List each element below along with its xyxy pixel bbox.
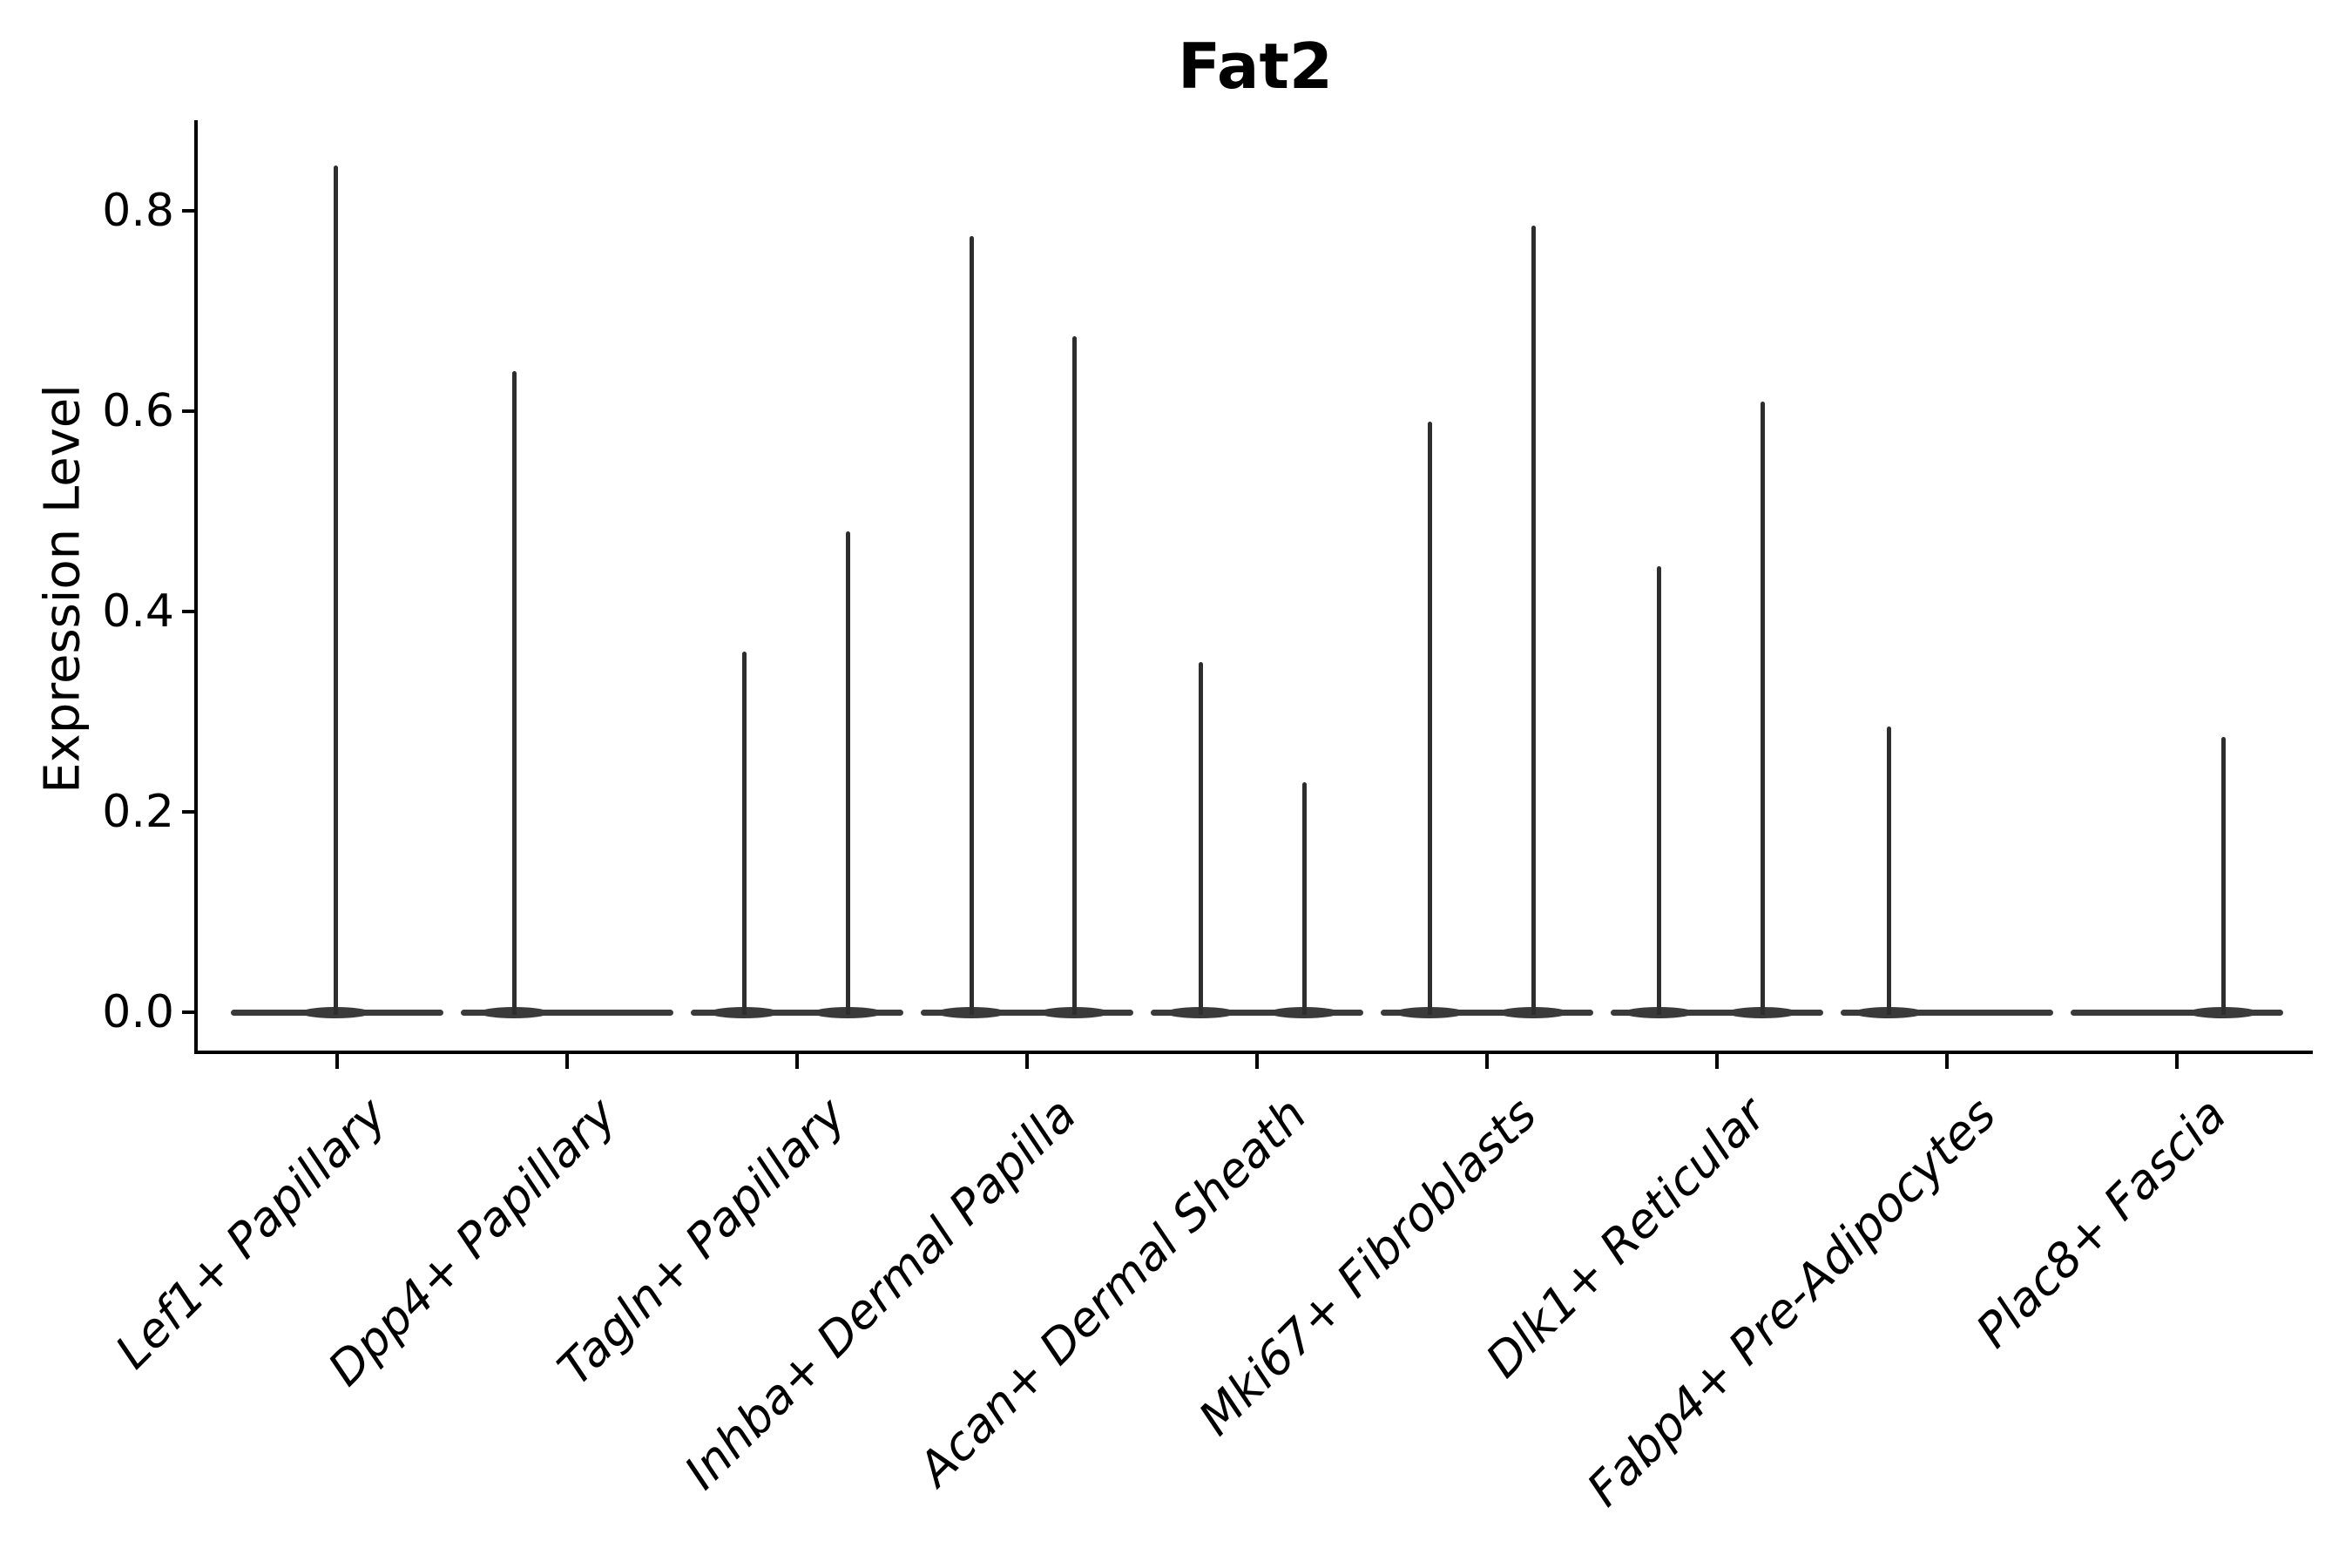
x-tick-label: Fabp4+ Pre-Adipocytes xyxy=(1577,1086,2007,1517)
x-tick-mark xyxy=(1485,1054,1489,1069)
violin-spike xyxy=(741,652,747,1015)
x-tick-label: Plac8+ Fascia xyxy=(1965,1086,2237,1359)
violin-body xyxy=(1381,1010,1593,1016)
y-tick-mark xyxy=(182,610,197,613)
violin-spike xyxy=(2220,737,2226,1015)
y-tick-mark xyxy=(182,1010,197,1014)
plot-title: Fat2 xyxy=(1177,30,1334,103)
x-tick-mark xyxy=(1945,1054,1949,1069)
violin-spike xyxy=(1886,727,1891,1015)
x-tick-mark xyxy=(335,1054,339,1069)
x-tick-mark xyxy=(795,1054,799,1069)
y-tick-label: 0.2 xyxy=(102,786,174,838)
y-tick-label: 0.8 xyxy=(102,185,174,237)
violin-spike xyxy=(969,236,974,1015)
y-tick-label: 0.4 xyxy=(102,585,174,638)
violin-spike xyxy=(1071,336,1077,1015)
violin-body xyxy=(1611,1010,1823,1016)
violin-spike xyxy=(1427,422,1432,1015)
violin-spike xyxy=(511,371,517,1015)
violin-spike xyxy=(1198,662,1203,1015)
x-tick-mark xyxy=(2175,1054,2179,1069)
x-tick-mark xyxy=(1025,1054,1029,1069)
violin-body xyxy=(691,1010,903,1016)
violin-body xyxy=(2071,1010,2283,1016)
violin-spike xyxy=(845,531,850,1015)
x-tick-mark xyxy=(565,1054,569,1069)
x-axis-spine xyxy=(194,1051,2313,1054)
x-tick-label: Inhba+ Dermal Papilla xyxy=(673,1086,1087,1500)
x-tick-label: Acan+ Dermal Sheath xyxy=(907,1086,1317,1497)
violin-body xyxy=(461,1010,673,1016)
y-tick-mark xyxy=(182,409,197,413)
y-tick-label: 0.6 xyxy=(102,385,174,437)
violin-spike xyxy=(1531,226,1536,1015)
violin-body xyxy=(1841,1010,2053,1016)
y-axis-spine xyxy=(194,120,198,1054)
y-tick-mark xyxy=(182,209,197,213)
x-tick-mark xyxy=(1255,1054,1259,1069)
violin-spike xyxy=(1656,566,1661,1015)
violin-body xyxy=(921,1010,1133,1016)
violin-spike xyxy=(1301,782,1307,1015)
violin-body xyxy=(1151,1010,1363,1016)
y-tick-mark xyxy=(182,810,197,814)
x-tick-mark xyxy=(1715,1054,1719,1069)
y-tick-label: 0.0 xyxy=(102,986,174,1038)
violin-spike xyxy=(1760,402,1765,1015)
violin-spike xyxy=(333,166,338,1015)
